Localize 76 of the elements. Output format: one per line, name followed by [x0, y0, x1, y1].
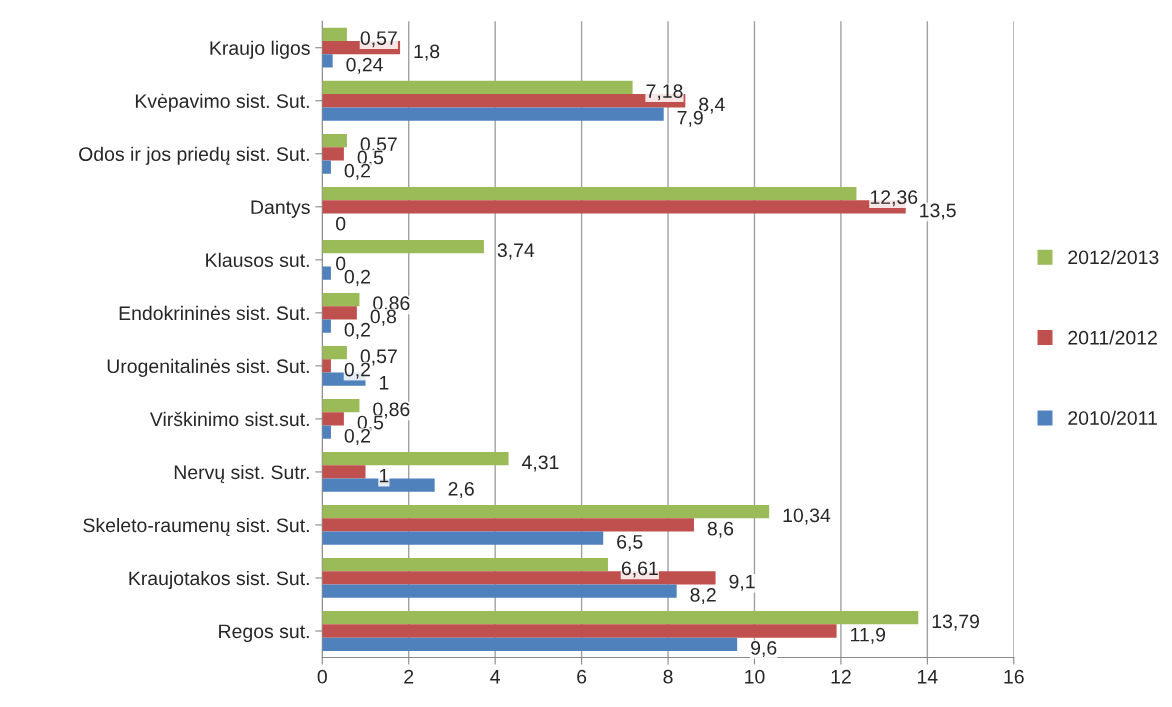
- data-label: 3,74: [497, 243, 535, 260]
- y-tick-label: Skeleto-raumenų sist. Sut.: [83, 517, 309, 537]
- data-label: 1: [379, 468, 389, 483]
- bar: [322, 584, 677, 598]
- data-label: 1,8: [414, 44, 440, 61]
- legend-label: 2012/2013: [1068, 249, 1159, 265]
- bar: [322, 359, 331, 373]
- bar: [322, 306, 357, 320]
- y-tick-label: Endokrininės sist. Sut.: [119, 305, 309, 321]
- data-label: 13,79: [932, 614, 979, 631]
- data-label: 6,61: [621, 561, 658, 578]
- x-tick-label: 14: [918, 670, 938, 684]
- bar: [322, 160, 331, 174]
- bar: [322, 425, 331, 439]
- bar: [322, 80, 633, 95]
- y-tick-label: Nervų sist. Sutr.: [174, 464, 309, 484]
- y-tick-label: Kvėpavimo sist. Sut.: [135, 93, 309, 112]
- data-label: 7,18: [646, 84, 683, 101]
- bar: [322, 399, 360, 413]
- bar: [322, 412, 344, 426]
- x-tick-label: 4: [490, 670, 501, 684]
- x-tick-label: 16: [1004, 669, 1024, 684]
- data-label: 13,5: [920, 203, 956, 220]
- bar: [322, 531, 604, 545]
- data-label: 8,6: [707, 521, 734, 538]
- bar: [322, 147, 344, 161]
- data-label: 10,34: [783, 508, 831, 525]
- bar: [322, 107, 664, 121]
- bar: [322, 518, 694, 532]
- bar: [322, 558, 608, 572]
- bar: [322, 505, 770, 519]
- bar: [322, 54, 333, 68]
- x-tick-label: 6: [577, 669, 587, 684]
- data-label: 4,31: [521, 455, 559, 472]
- data-label: 1: [379, 376, 389, 390]
- bar: [322, 624, 837, 638]
- y-tick-label: Kraujotakos sist. Sut.: [129, 570, 309, 590]
- data-label: 11,9: [851, 627, 886, 644]
- data-label: 6,5: [617, 534, 643, 552]
- bar: [322, 266, 331, 280]
- bar: [322, 27, 347, 42]
- bar: [322, 319, 331, 333]
- bar: [322, 637, 738, 651]
- x-tick-label: 2: [404, 669, 414, 684]
- y-tick-label: Klausos sut.: [206, 252, 309, 268]
- data-label: 12,36: [870, 190, 918, 207]
- x-tick-label: 8: [663, 669, 673, 684]
- y-tick-label: Dantys: [251, 200, 310, 218]
- bar: [322, 239, 484, 254]
- data-label: 9,6: [751, 641, 777, 658]
- y-tick-label: Urogenitalinės sist. Sut.: [107, 358, 309, 377]
- x-tick-label: 10: [745, 669, 765, 684]
- data-label: 2,6: [448, 481, 474, 498]
- bar: [322, 186, 857, 201]
- y-tick-label: Kraujo ligos: [210, 40, 310, 59]
- x-tick-label: 0: [317, 669, 327, 684]
- data-label: 0,2: [344, 269, 370, 286]
- data-label: 0,2: [344, 322, 370, 339]
- data-label: 0: [336, 216, 346, 231]
- data-label: 8,2: [690, 587, 716, 605]
- y-tick-label: Regos sut.: [219, 624, 309, 643]
- bar: [322, 292, 360, 307]
- legend-label: 2011/2012: [1068, 330, 1157, 345]
- y-tick-label: Odos ir jos priedų sist. Sut.: [79, 146, 309, 165]
- data-label: 0,57: [360, 31, 397, 48]
- bar: [322, 465, 366, 479]
- bar: [322, 611, 919, 625]
- x-tick-label: 12: [831, 669, 851, 684]
- data-label: 0,24: [346, 57, 383, 74]
- bar: [322, 452, 509, 466]
- data-label: 0: [336, 256, 346, 271]
- bar: [322, 133, 347, 148]
- bar: [322, 345, 347, 360]
- y-tick-label: Virškinimo sist.sut.: [149, 411, 309, 427]
- data-label: 9,1: [729, 574, 755, 591]
- legend-label: 2010/2011: [1068, 410, 1157, 425]
